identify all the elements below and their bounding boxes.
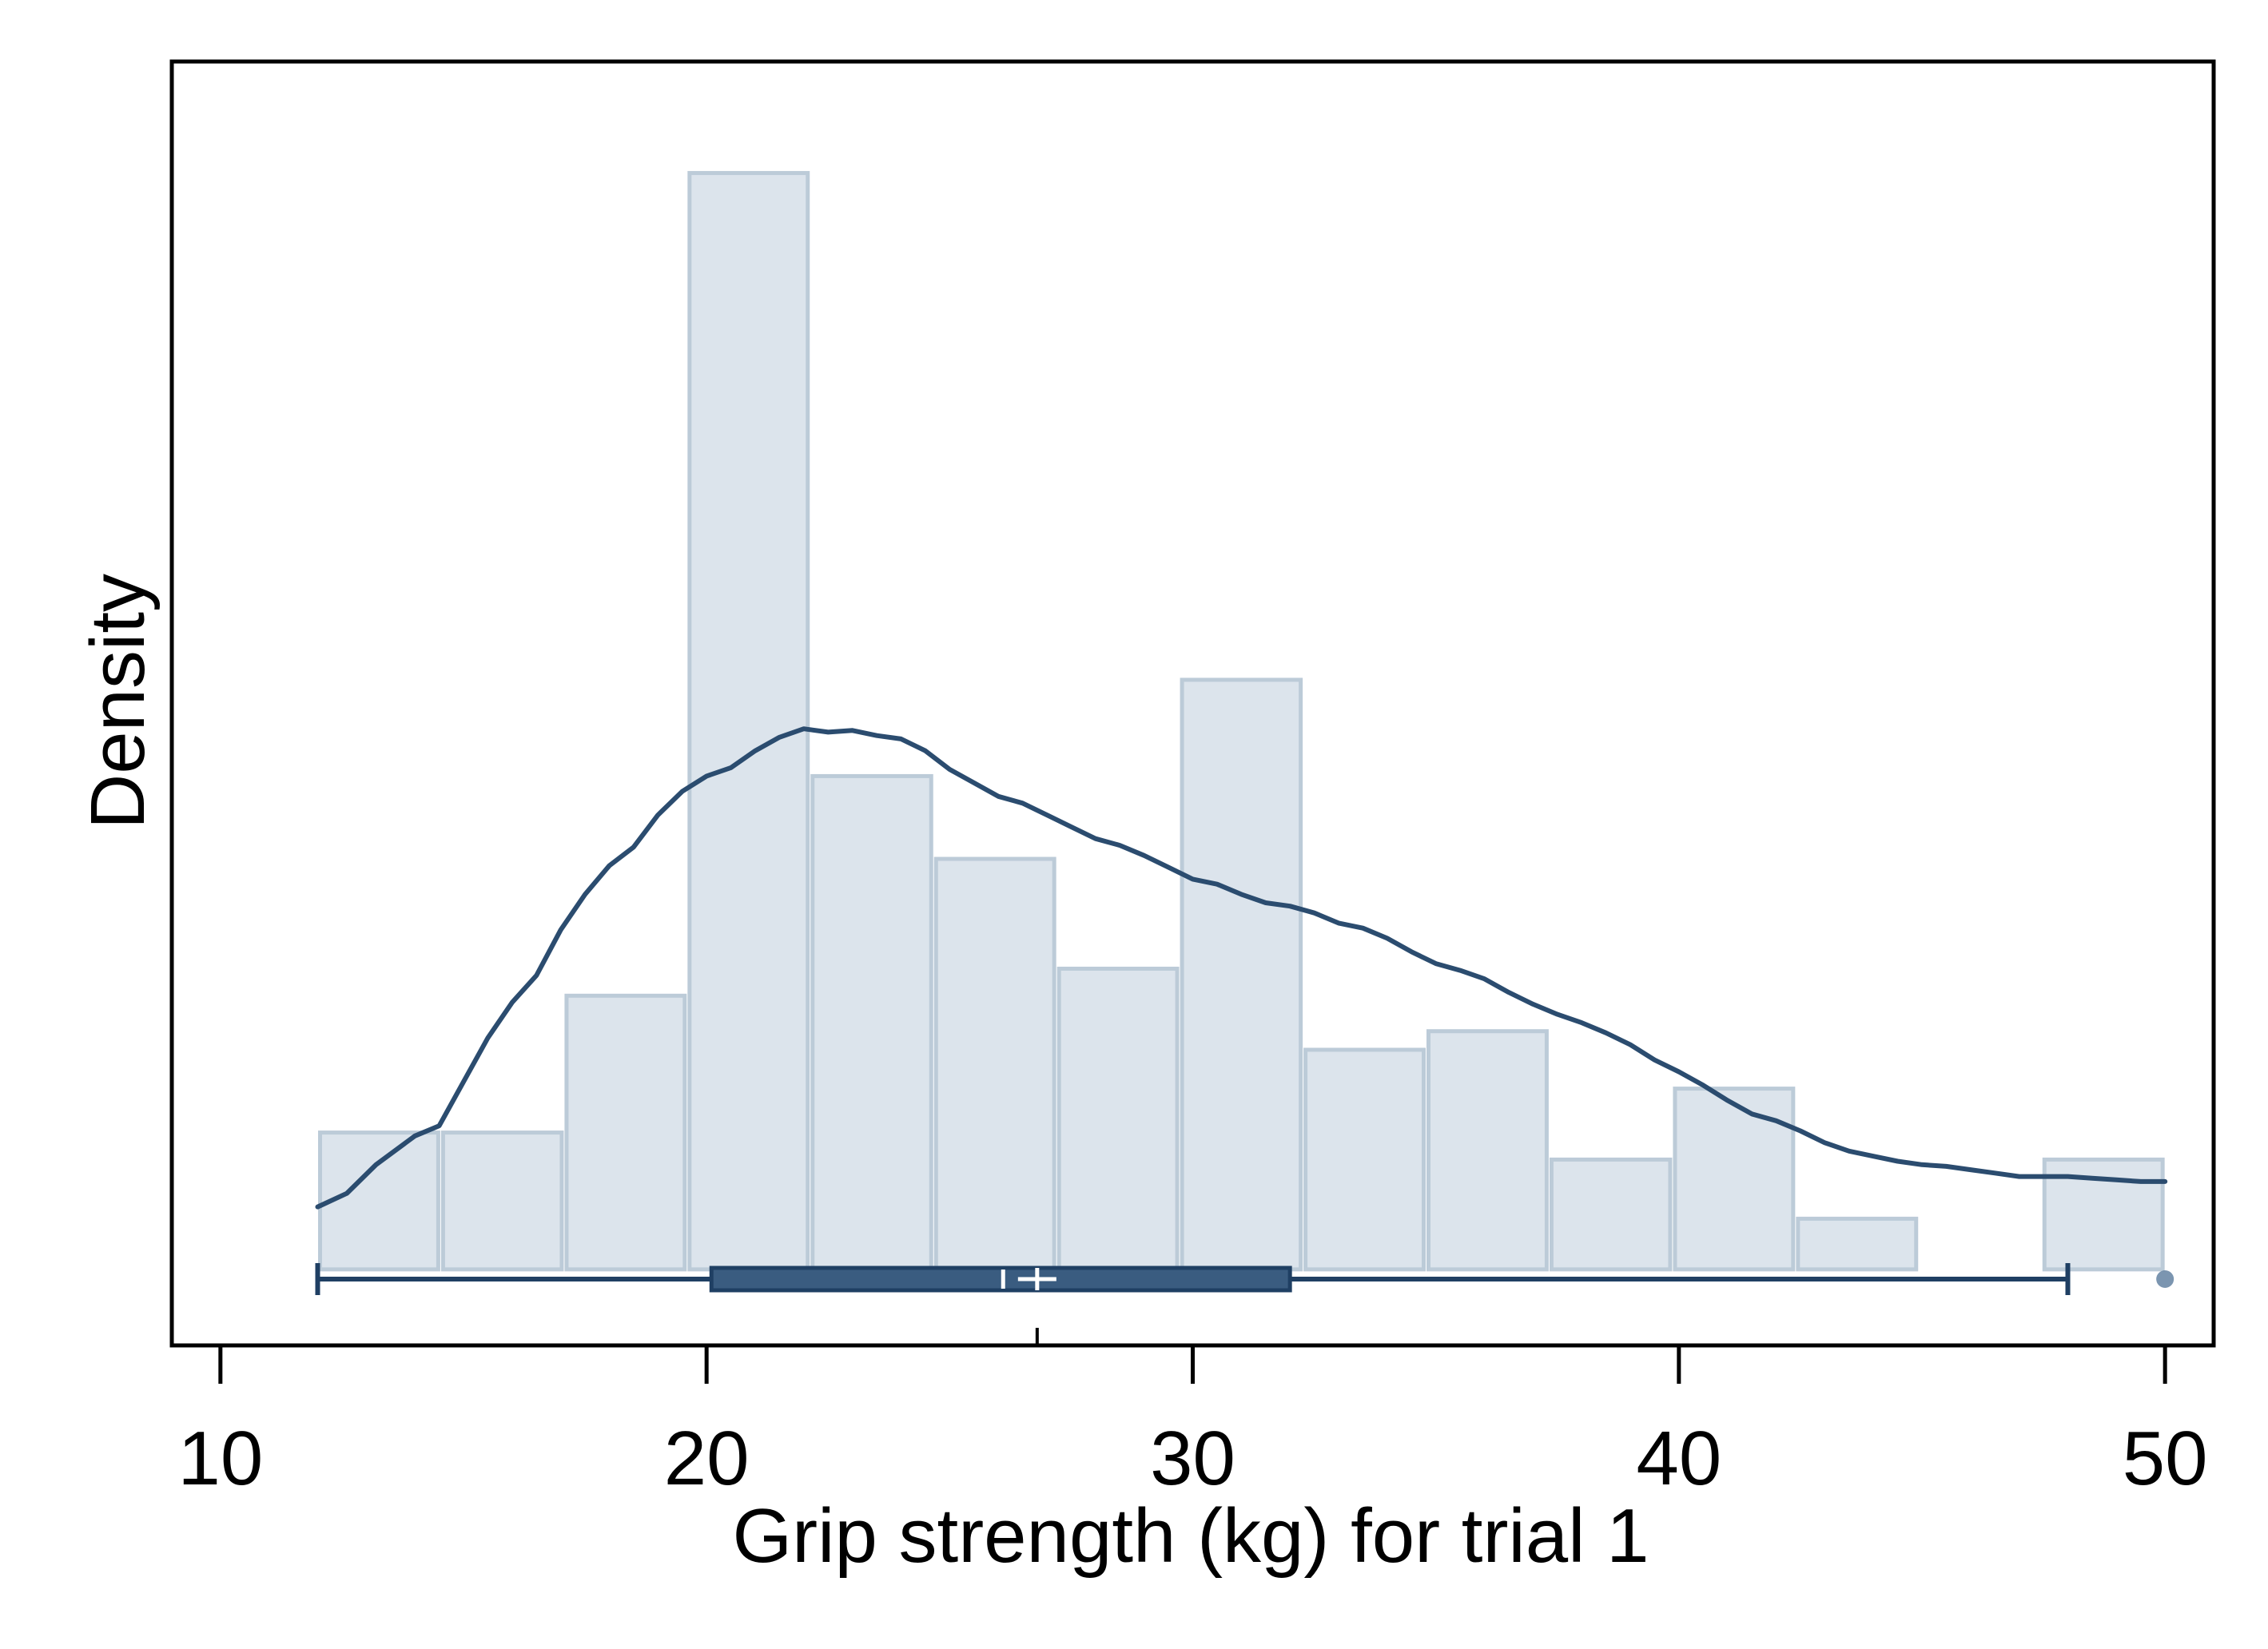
histogram-bar-12 bbox=[1673, 1087, 1796, 1272]
boxplot-box bbox=[709, 1266, 1292, 1293]
x-tick-label-50: 50 bbox=[2123, 1416, 2208, 1501]
x-tick-label-30: 30 bbox=[1150, 1416, 1235, 1501]
histogram-bar-7 bbox=[1056, 966, 1180, 1272]
histogram-bar-6 bbox=[933, 856, 1056, 1272]
histogram-bar-5 bbox=[810, 773, 933, 1272]
histogram-bar-3 bbox=[564, 993, 687, 1272]
boxplot-outlier-1 bbox=[2156, 1270, 2174, 1288]
y-axis-label: Density bbox=[75, 574, 161, 829]
x-tick-label-10: 10 bbox=[177, 1416, 263, 1501]
kde-line bbox=[315, 726, 2168, 1210]
histogram-bar-10 bbox=[1426, 1029, 1549, 1272]
histogram-bar-8 bbox=[1180, 677, 1303, 1272]
histogram-bar-1 bbox=[318, 1130, 440, 1272]
boxplot bbox=[315, 1263, 2174, 1345]
histogram-bars bbox=[318, 171, 2165, 1272]
histogram-bar-11 bbox=[1549, 1157, 1673, 1272]
histogram-bar-9 bbox=[1303, 1047, 1426, 1272]
histogram-bar-2 bbox=[440, 1130, 564, 1272]
x-axis-ticks: 10 20 30 40 50 bbox=[177, 1345, 2208, 1501]
x-tick-label-20: 20 bbox=[664, 1416, 750, 1501]
x-tick-label-40: 40 bbox=[1636, 1416, 1721, 1501]
histogram-bar-13 bbox=[1796, 1216, 1919, 1272]
histogram-bar-4 bbox=[687, 171, 810, 1272]
kde-layer bbox=[315, 726, 2168, 1210]
x-axis-label: Grip strength (kg) for trial 1 bbox=[732, 1493, 1649, 1579]
